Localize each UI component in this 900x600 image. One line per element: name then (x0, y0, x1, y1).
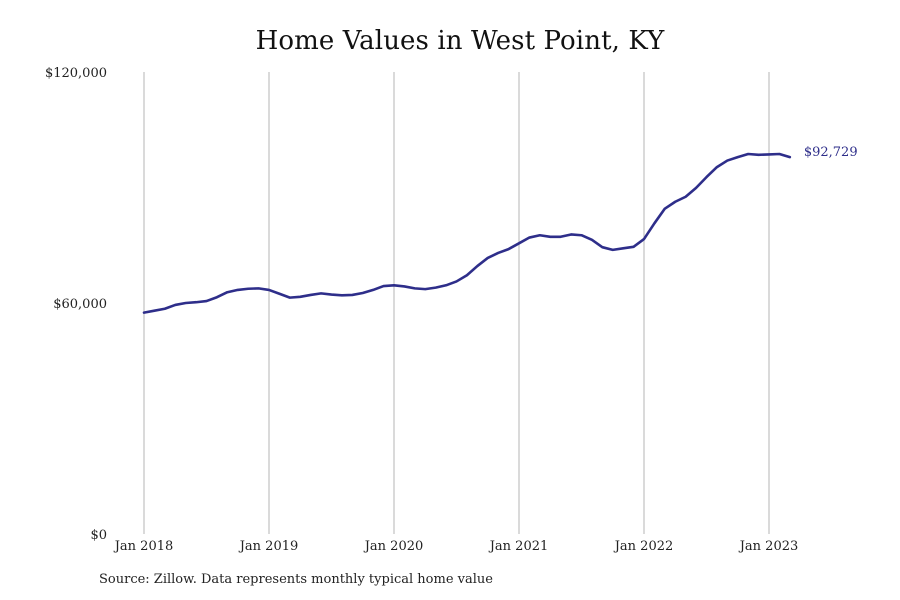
data-point (789, 156, 792, 159)
data-point (247, 287, 250, 290)
data-point (164, 307, 167, 310)
data-point (570, 233, 573, 236)
data-point (674, 200, 677, 203)
data-point (486, 257, 489, 260)
data-point (716, 166, 719, 169)
data-point (455, 280, 458, 283)
data-point (580, 234, 583, 237)
data-point (153, 309, 156, 312)
data-point (466, 274, 469, 277)
data-point (518, 242, 521, 245)
data-point (361, 292, 364, 295)
data-point (445, 284, 448, 287)
x-axis: Jan 2018 Jan 2019 Jan 2020 Jan 2021 Jan 2022… (113, 539, 799, 554)
data-point (268, 289, 271, 292)
data-point (289, 296, 292, 299)
data-point (601, 246, 604, 249)
data-point (174, 304, 177, 307)
data-point (434, 286, 437, 289)
data-point (393, 284, 396, 287)
data-point (382, 285, 385, 288)
x-tick-label: Jan 2018 (113, 539, 174, 554)
data-point (330, 293, 333, 296)
y-tick-label: $120,000 (45, 66, 107, 81)
y-tick-label: $0 (90, 528, 107, 543)
x-tick-label: Jan 2022 (613, 539, 674, 554)
data-point (372, 289, 375, 292)
data-point (424, 288, 427, 291)
data-point (768, 153, 771, 156)
data-point (611, 249, 614, 252)
data-point (299, 296, 302, 299)
end-value-label: $92,729 (804, 145, 858, 160)
data-point (257, 287, 260, 290)
data-point (226, 291, 229, 294)
data-point (507, 248, 510, 251)
data-point (632, 245, 635, 248)
data-point (403, 285, 406, 288)
data-point (341, 294, 344, 297)
grid-layer (143, 72, 770, 534)
source-note: Source: Zillow. Data represents monthly … (99, 572, 493, 587)
data-point (549, 235, 552, 238)
data-point (184, 302, 187, 305)
data-point (528, 236, 531, 239)
data-point (216, 296, 219, 299)
x-tick-label: Jan 2023 (738, 539, 799, 554)
y-tick-label: $60,000 (53, 297, 107, 312)
label-layer: $92,729 (804, 145, 858, 160)
data-point (653, 222, 656, 225)
data-point (236, 289, 239, 292)
series-layer (142, 152, 792, 314)
data-point (476, 265, 479, 268)
x-tick-label: Jan 2020 (363, 539, 424, 554)
data-point (414, 287, 417, 290)
data-point (695, 187, 698, 190)
data-point (205, 300, 208, 303)
data-point (309, 294, 312, 297)
x-tick-label: Jan 2019 (238, 539, 299, 554)
chart-title: Home Values in West Point, KY (255, 26, 665, 56)
data-point (351, 294, 354, 297)
data-point (497, 252, 500, 255)
x-tick-label: Jan 2021 (488, 539, 549, 554)
series-line (142, 152, 792, 314)
y-axis: $0 $60,000 $120,000 (45, 66, 107, 543)
data-point (539, 234, 542, 237)
data-point (143, 311, 146, 314)
data-point (684, 195, 687, 198)
data-point (320, 292, 323, 295)
data-point (726, 159, 729, 162)
data-point (705, 176, 708, 179)
data-point (195, 301, 198, 304)
data-point (643, 238, 646, 241)
data-point (664, 207, 667, 210)
data-point (778, 153, 781, 156)
data-point (747, 153, 750, 156)
data-point (591, 239, 594, 242)
data-point (736, 156, 739, 159)
data-point (757, 153, 760, 156)
data-point (622, 247, 625, 250)
data-point (278, 292, 281, 295)
data-point (559, 235, 562, 238)
